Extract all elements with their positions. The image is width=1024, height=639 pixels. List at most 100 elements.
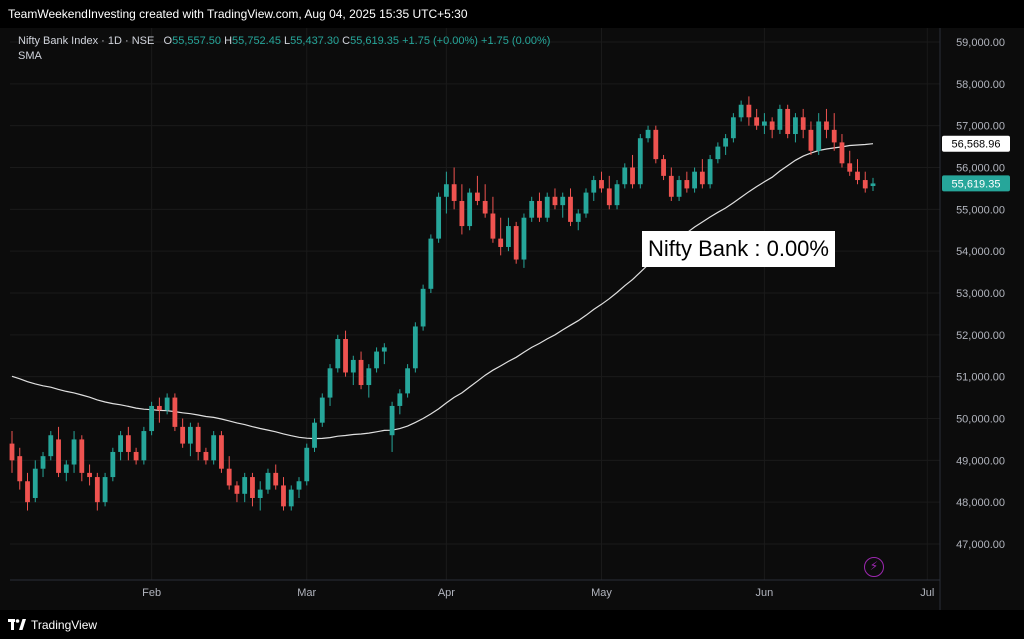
- candle-body: [273, 472, 279, 486]
- candle-body: [366, 368, 372, 386]
- legend-open-value: 55,557.50: [172, 35, 222, 47]
- candle-body: [48, 435, 54, 457]
- candle: [79, 435, 85, 482]
- candle-body: [490, 213, 496, 239]
- grid: [10, 28, 941, 610]
- chart-legend[interactable]: Nifty Bank Index · 1D · NSE O55,557.50 H…: [18, 34, 550, 64]
- candle-body: [645, 129, 651, 139]
- tradingview-logo[interactable]: TradingView: [8, 617, 97, 633]
- candle-body: [219, 435, 224, 469]
- candle-body: [374, 351, 379, 369]
- candle: [746, 96, 752, 126]
- legend-indicator[interactable]: SMA: [18, 50, 42, 62]
- candle: [568, 188, 573, 227]
- candle-body: [769, 121, 775, 130]
- candle: [327, 364, 333, 406]
- candle: [203, 447, 209, 465]
- candle: [614, 180, 620, 210]
- candle-body: [420, 288, 426, 327]
- candle-body: [606, 188, 612, 206]
- candle: [17, 447, 23, 490]
- candle-body: [762, 121, 767, 126]
- candle: [420, 284, 426, 331]
- candle-body: [746, 104, 752, 118]
- candle-body: [257, 489, 263, 498]
- candle: [622, 163, 628, 189]
- candle-body: [668, 175, 674, 197]
- x-tick-label: Mar: [297, 587, 316, 599]
- lightning-icon[interactable]: ⚡: [864, 557, 884, 577]
- candle-body: [839, 142, 845, 164]
- y-tick-label: 55,000.00: [956, 204, 1005, 216]
- sma-price-tag: [942, 135, 1010, 152]
- candle: [482, 184, 488, 218]
- candle: [118, 431, 123, 461]
- candle: [188, 422, 193, 457]
- candle-body: [599, 180, 604, 189]
- candle: [211, 431, 217, 465]
- candles: [9, 96, 876, 511]
- legend-low-label: L: [284, 35, 291, 47]
- candle: [521, 213, 527, 268]
- candle-body: [335, 339, 341, 369]
- candle: [32, 460, 38, 503]
- x-tick-label: Apr: [438, 587, 455, 599]
- candle-body: [862, 180, 868, 189]
- candle-body: [855, 171, 860, 181]
- candle: [606, 175, 612, 210]
- candle-body: [94, 477, 100, 503]
- candle: [637, 134, 643, 189]
- legend-line-1: Nifty Bank Index · 1D · NSE O55,557.50 H…: [18, 34, 550, 49]
- candle-body: [71, 439, 77, 465]
- candle-body: [800, 117, 806, 130]
- candle: [389, 401, 395, 452]
- candle-body: [637, 138, 643, 185]
- price-axis[interactable]: 47,000.00 48,000.00 49,000.00 50,000.00 51,0…: [942, 37, 1010, 551]
- candle-body: [684, 180, 690, 189]
- candle: [715, 142, 721, 164]
- candle: [110, 447, 116, 482]
- candle: [537, 192, 542, 222]
- candle-body: [824, 121, 829, 130]
- candle-body: [180, 426, 186, 444]
- candle: [226, 456, 232, 490]
- candle-body: [443, 184, 449, 197]
- candle: [335, 334, 341, 373]
- candle: [288, 485, 294, 511]
- candle: [405, 364, 410, 398]
- time-axis[interactable]: FebMarAprMayJunJulAug: [142, 587, 1024, 599]
- candle-body: [40, 456, 46, 469]
- candle-body: [591, 180, 597, 193]
- candle-body: [482, 200, 488, 214]
- candle-body: [397, 393, 403, 406]
- candle-body: [304, 447, 310, 482]
- candle: [777, 104, 783, 135]
- legend-open-label: O: [163, 35, 173, 47]
- candle: [40, 451, 46, 478]
- candle-body: [195, 426, 201, 452]
- candle-body: [203, 451, 209, 461]
- legend-high-value: 55,752.45: [232, 35, 281, 47]
- y-tick-label: 54,000.00: [956, 246, 1005, 258]
- candle-body: [56, 439, 61, 473]
- candle: [257, 481, 263, 511]
- candle: [381, 343, 387, 365]
- candle-body: [715, 146, 721, 160]
- candle: [87, 464, 92, 486]
- candle: [428, 234, 434, 293]
- candle: [630, 154, 635, 189]
- sma-price-label: 56,568.96: [952, 139, 1001, 151]
- candle-body: [583, 192, 589, 214]
- candle: [684, 171, 690, 193]
- y-tick-label: 57,000.00: [956, 121, 1005, 133]
- candle-body: [25, 481, 30, 503]
- candle-body: [793, 117, 798, 135]
- candle: [816, 113, 822, 155]
- candle: [219, 431, 224, 473]
- candle: [862, 171, 868, 193]
- candle-body: [250, 477, 255, 498]
- y-tick-label: 56,000.00: [956, 163, 1005, 175]
- candle: [459, 184, 465, 235]
- candle-body: [498, 238, 504, 247]
